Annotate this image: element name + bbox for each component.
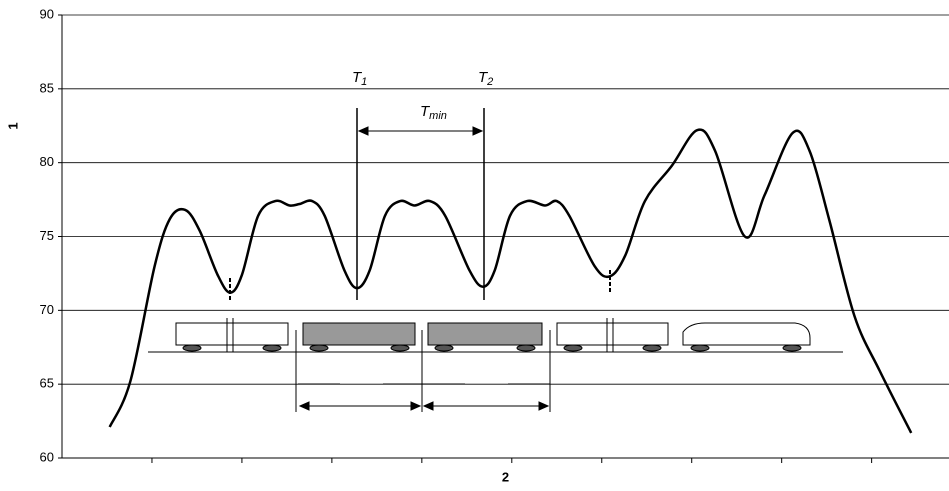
x-axis-label: 2 <box>502 469 509 484</box>
annotation-subscript: 2 <box>486 76 493 88</box>
annotation-subscript: min <box>429 110 447 122</box>
y-tick-label: 80 <box>40 154 54 169</box>
annotation: Tmin <box>420 103 447 122</box>
annotation: T2 <box>478 69 493 88</box>
y-tick-label: 70 <box>40 302 54 317</box>
y-tick-label: 75 <box>40 228 54 243</box>
y-tick-label: 65 <box>40 376 54 391</box>
y-tick-label: 60 <box>40 449 54 464</box>
annotation-subscript: 1 <box>361 76 367 88</box>
annotation: T1 <box>352 69 367 88</box>
chart: 6065707580859021T1T2Tmin <box>0 0 949 486</box>
train-sketch <box>148 108 843 412</box>
y-tick-label: 90 <box>40 6 54 21</box>
y-tick-label: 85 <box>40 80 54 95</box>
y-axis-label: 1 <box>5 122 20 129</box>
